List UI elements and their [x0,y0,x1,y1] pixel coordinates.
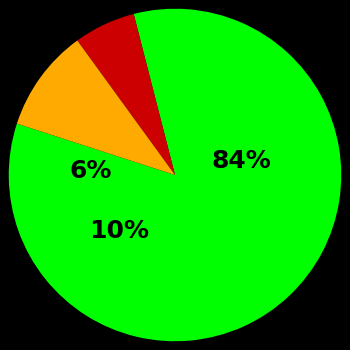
Text: 84%: 84% [212,149,271,173]
Text: 6%: 6% [70,160,112,183]
Wedge shape [9,9,341,341]
Wedge shape [77,14,175,175]
Wedge shape [17,41,175,175]
Text: 10%: 10% [89,219,149,243]
